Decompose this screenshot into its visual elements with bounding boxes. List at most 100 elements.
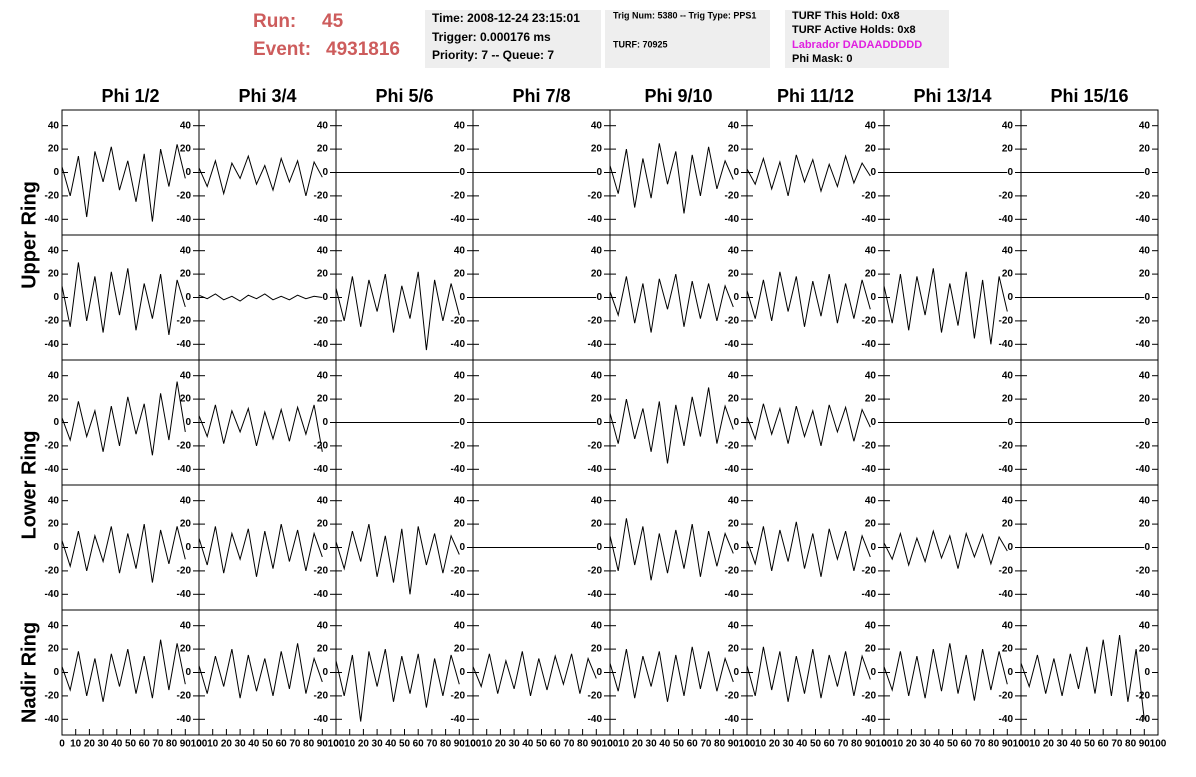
y-tick-label: 0 — [870, 167, 876, 178]
x-tick-label: 0 — [607, 739, 613, 750]
y-tick-label: 40 — [180, 120, 192, 131]
x-tick-label: 40 — [385, 739, 397, 750]
x-tick-label: 70 — [700, 739, 712, 750]
y-tick-label: -20 — [314, 691, 329, 702]
y-tick-label: -40 — [45, 589, 60, 600]
y-tick-label: -20 — [588, 191, 603, 202]
y-tick-label: -40 — [314, 214, 329, 225]
y-tick-label: -20 — [999, 316, 1014, 327]
x-tick-label: 70 — [152, 739, 164, 750]
waveform — [61, 262, 186, 335]
info-text: Phi Mask: 0 — [792, 53, 853, 65]
x-tick-label: 0 — [59, 739, 65, 750]
waveform — [746, 154, 871, 197]
y-tick-label: -40 — [588, 214, 603, 225]
x-tick-label: 10 — [207, 739, 219, 750]
info-text: Trig Num: 5380 -- Trig Type: PPS1 — [613, 10, 756, 20]
y-tick-label: -40 — [588, 589, 603, 600]
y-tick-label: 0 — [1007, 542, 1013, 553]
y-tick-label: 0 — [185, 417, 191, 428]
x-tick-label: 30 — [783, 739, 795, 750]
y-tick-label: 0 — [185, 167, 191, 178]
y-tick-label: -20 — [1136, 566, 1151, 577]
y-tick-label: 20 — [180, 394, 192, 405]
x-tick-label: 40 — [659, 739, 671, 750]
y-tick-label: 20 — [48, 519, 60, 530]
x-tick-label: 50 — [1084, 739, 1096, 750]
x-tick-label: 100 — [739, 739, 756, 750]
y-tick-label: -40 — [725, 214, 740, 225]
x-tick-label: 10 — [1029, 739, 1041, 750]
y-tick-label: 0 — [459, 292, 465, 303]
x-tick-label: 10 — [892, 739, 904, 750]
y-tick-label: 0 — [53, 417, 59, 428]
x-tick-label: 80 — [166, 739, 178, 750]
x-tick-label: 90 — [728, 739, 740, 750]
waveform — [1020, 635, 1145, 720]
y-tick-label: -40 — [177, 214, 192, 225]
y-tick-label: -40 — [314, 589, 329, 600]
y-tick-label: -40 — [999, 214, 1014, 225]
x-tick-label: 20 — [358, 739, 370, 750]
y-tick-label: 0 — [733, 667, 739, 678]
y-tick-label: 20 — [317, 644, 329, 655]
y-tick-label: -20 — [177, 316, 192, 327]
y-tick-label: 0 — [53, 167, 59, 178]
waveform — [61, 144, 186, 222]
y-tick-label: -40 — [45, 464, 60, 475]
x-tick-label: 90 — [454, 739, 466, 750]
info-box — [425, 10, 601, 68]
info-text: Trigger: 0.000176 ms — [432, 30, 551, 44]
y-tick-label: -20 — [177, 691, 192, 702]
y-tick-label: -20 — [725, 441, 740, 452]
x-tick-label: 100 — [465, 739, 482, 750]
waveform — [335, 523, 460, 595]
y-tick-label: -20 — [862, 191, 877, 202]
y-tick-label: 0 — [870, 417, 876, 428]
y-tick-label: 0 — [185, 542, 191, 553]
y-tick-label: -40 — [314, 464, 329, 475]
x-tick-label: 100 — [191, 739, 208, 750]
y-tick-label: -20 — [451, 316, 466, 327]
y-tick-label: -40 — [725, 464, 740, 475]
x-tick-label: 100 — [1013, 739, 1030, 750]
x-tick-label: 70 — [563, 739, 575, 750]
row-label: Upper Ring — [18, 181, 40, 289]
y-tick-label: 20 — [317, 394, 329, 405]
y-tick-label: 20 — [48, 394, 60, 405]
y-tick-label: 40 — [48, 620, 60, 631]
y-tick-label: 0 — [1007, 417, 1013, 428]
y-tick-label: -20 — [177, 566, 192, 577]
y-tick-label: -20 — [177, 441, 192, 452]
y-tick-label: 40 — [180, 245, 192, 256]
x-tick-label: 100 — [876, 739, 893, 750]
x-tick-label: 60 — [824, 739, 836, 750]
y-tick-label: 0 — [322, 542, 328, 553]
x-tick-label: 90 — [180, 739, 192, 750]
y-tick-label: 20 — [1002, 644, 1014, 655]
column-title: Phi 5/6 — [375, 86, 433, 106]
y-tick-label: -40 — [1136, 214, 1151, 225]
y-tick-label: -20 — [862, 441, 877, 452]
x-tick-label: 30 — [98, 739, 110, 750]
y-tick-label: 20 — [1002, 519, 1014, 530]
y-tick-label: -20 — [725, 191, 740, 202]
waveform — [472, 651, 597, 697]
x-tick-label: 100 — [1150, 739, 1167, 750]
waveform — [198, 643, 323, 699]
y-tick-label: 40 — [1139, 120, 1151, 131]
x-tick-label: 20 — [906, 739, 918, 750]
waveform — [883, 268, 1008, 345]
y-tick-label: 40 — [48, 370, 60, 381]
y-tick-label: -40 — [999, 339, 1014, 350]
y-tick-label: 40 — [48, 495, 60, 506]
y-tick-label: 0 — [185, 292, 191, 303]
y-tick-label: 40 — [728, 495, 740, 506]
y-tick-label: -40 — [862, 339, 877, 350]
header: Run: 45 Event: 4931816 Time: 2008-12-24 … — [253, 10, 949, 68]
column-title: Phi 15/16 — [1050, 86, 1128, 106]
y-tick-label: 40 — [1002, 495, 1014, 506]
y-tick-label: 0 — [1007, 292, 1013, 303]
y-tick-label: 0 — [596, 292, 602, 303]
